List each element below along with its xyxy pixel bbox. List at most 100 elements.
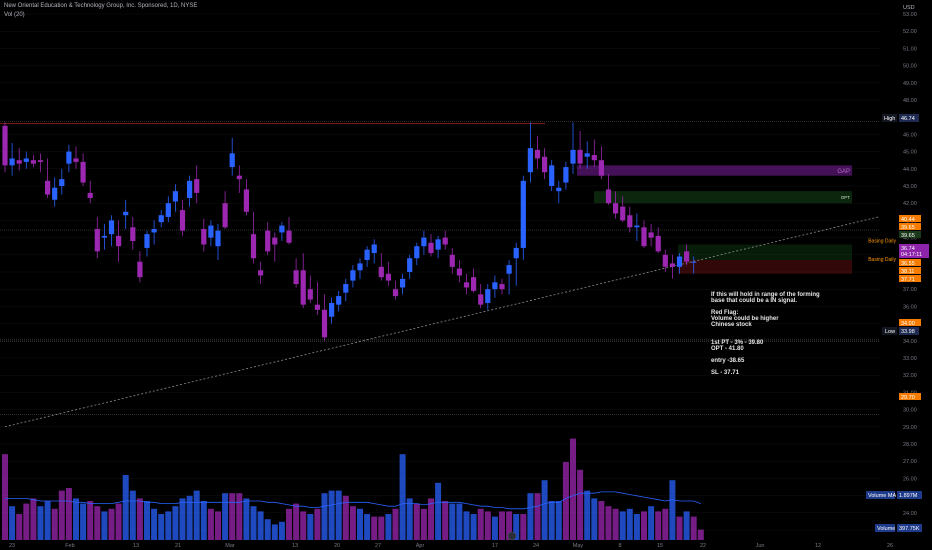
currency-label: USD [903,5,915,11]
candle-body [293,270,299,285]
candle-body [357,263,363,271]
volume-indicator-label[interactable]: Vol (20) [4,12,25,18]
volume-bar [257,511,264,540]
countdown: 04:17:11 [901,252,922,258]
volume-bar [477,508,484,540]
volume-bar [513,514,520,540]
volume-bar [30,498,37,540]
low-tag-bg [882,327,897,335]
candle-body [2,125,8,166]
volume-bar [555,501,562,540]
candle-body [584,153,590,157]
volume-bar [491,516,498,540]
l8-bg [899,275,921,282]
volume-bar [506,511,513,540]
gap-zone-label: GAP [837,169,850,175]
zones: GAP OPT Basing Daily Basing Daily [577,165,896,274]
candle-body [151,229,157,233]
volume-bar [144,501,150,540]
candle-body [506,265,512,274]
time-tick-label: 12 [815,543,821,549]
candle-body [144,234,150,248]
candle-body [598,160,604,176]
candle-body [485,289,491,303]
volume-bar [328,490,335,540]
volume-bar [499,511,505,540]
high-value: 46.74 [901,116,915,122]
time-axis[interactable]: 23 Feb 13 21 Mar 13 20 27 Apr 17 24 May 8 15 22 Jun 12 26 [9,543,893,549]
low-tag: Low [885,329,895,335]
volume-bar [193,490,200,540]
volume-bar [548,501,555,540]
volume-bar [562,462,569,540]
trendline [4,216,879,428]
volume-value: 397.75K [899,526,920,532]
volume-bars [2,438,704,540]
volume-bar [136,498,143,540]
volume-bar [378,516,385,540]
note-line-1: If this will hold in range of the formin… [711,292,820,298]
volume-bar [16,514,23,540]
volume-bar [633,514,640,540]
candle-body [421,237,427,247]
time-tick-label: 8 [618,543,621,549]
candle-body [336,296,342,305]
note-line-9: SL - 37.71 [711,370,739,376]
last-price: 36.74 [901,246,915,252]
time-tick-label: 27 [375,543,381,549]
candle-body [648,232,654,238]
price-tick-label: 32.00 [903,373,917,379]
l9-bg [899,319,921,326]
high-tag: High [884,116,895,122]
volume-bar [342,495,349,540]
l7-bg [899,267,921,274]
price-tick-label: 26.00 [903,476,917,482]
note-line-2: base that could be a IN signal. [711,298,798,304]
candle-body [456,268,462,276]
volume-bar [115,503,122,540]
volume-bar [108,508,115,540]
volume-bar [278,521,285,540]
candle-body [641,227,647,247]
opt-zone [594,191,852,204]
time-tick-label: 21 [175,543,181,549]
candle-body [655,235,661,252]
volume-bar [584,490,591,540]
candle-body [591,155,597,161]
candle-body [116,235,122,247]
event-marker-icon[interactable] [507,531,517,541]
volume-bar [371,516,378,540]
volume-bar [697,529,704,540]
volume-bar [385,514,392,540]
last-price-bg [899,244,929,258]
volume-bar [641,511,647,540]
volume-bar [172,506,179,540]
volume-bar [449,503,456,540]
candle-body [549,165,555,186]
price-tick-label: 40.00 [903,236,917,242]
gap-zone [577,165,852,176]
price-tick-label: 42.00 [903,201,917,207]
price-tick-label: 50.00 [903,64,917,70]
candle-body [577,149,583,164]
candle-body [570,149,576,164]
level-38-11: 38.11 [901,269,914,275]
candle-body [172,191,178,202]
candle-body [371,244,377,254]
candle-body [627,215,633,228]
volume-bar [577,469,584,540]
candle-body [265,230,271,252]
volume-bar [271,524,278,540]
volume-bar [626,508,633,540]
candle-body [94,229,100,252]
level-29-70: 29.70 [901,395,915,401]
volume-bar [200,501,207,540]
candle-body [400,278,406,288]
volume-bar [683,511,690,540]
chart-title: New Oriental Education & Technology Grou… [4,3,198,9]
candle-body [16,160,22,164]
candle-body [101,235,107,238]
candle-body [258,270,264,276]
price-tick-label: 24.00 [903,511,917,517]
